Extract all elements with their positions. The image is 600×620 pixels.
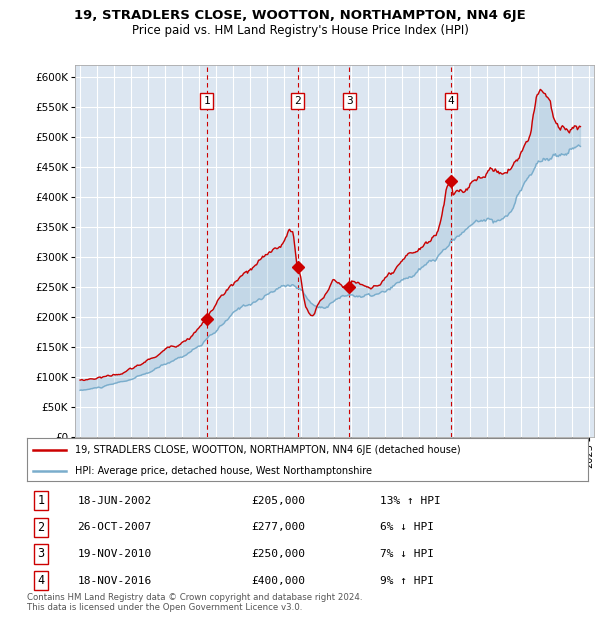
Text: Price paid vs. HM Land Registry's House Price Index (HPI): Price paid vs. HM Land Registry's House … — [131, 24, 469, 37]
Text: 19, STRADLERS CLOSE, WOOTTON, NORTHAMPTON, NN4 6JE (detached house): 19, STRADLERS CLOSE, WOOTTON, NORTHAMPTO… — [74, 445, 460, 455]
Text: £277,000: £277,000 — [251, 522, 305, 533]
Text: £205,000: £205,000 — [251, 495, 305, 506]
Text: 1: 1 — [203, 96, 210, 106]
Text: 9% ↑ HPI: 9% ↑ HPI — [380, 575, 434, 586]
Text: 19, STRADLERS CLOSE, WOOTTON, NORTHAMPTON, NN4 6JE: 19, STRADLERS CLOSE, WOOTTON, NORTHAMPTO… — [74, 9, 526, 22]
Text: 18-JUN-2002: 18-JUN-2002 — [77, 495, 152, 506]
Text: £400,000: £400,000 — [251, 575, 305, 586]
Text: 1: 1 — [37, 494, 44, 507]
Text: 2: 2 — [37, 521, 44, 534]
Text: 2: 2 — [294, 96, 301, 106]
Text: 4: 4 — [37, 574, 44, 587]
Text: 3: 3 — [37, 547, 44, 560]
Text: 26-OCT-2007: 26-OCT-2007 — [77, 522, 152, 533]
Text: 19-NOV-2010: 19-NOV-2010 — [77, 549, 152, 559]
Text: 13% ↑ HPI: 13% ↑ HPI — [380, 495, 441, 506]
Text: 6% ↓ HPI: 6% ↓ HPI — [380, 522, 434, 533]
Text: Contains HM Land Registry data © Crown copyright and database right 2024.
This d: Contains HM Land Registry data © Crown c… — [27, 593, 362, 612]
Text: 18-NOV-2016: 18-NOV-2016 — [77, 575, 152, 586]
Text: HPI: Average price, detached house, West Northamptonshire: HPI: Average price, detached house, West… — [74, 466, 371, 476]
Text: 7% ↓ HPI: 7% ↓ HPI — [380, 549, 434, 559]
Text: 4: 4 — [448, 96, 455, 106]
Text: 3: 3 — [346, 96, 353, 106]
Text: £250,000: £250,000 — [251, 549, 305, 559]
